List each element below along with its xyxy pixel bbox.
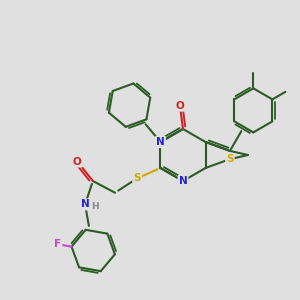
Text: N: N <box>156 137 165 147</box>
Text: F: F <box>54 239 61 249</box>
Text: S: S <box>133 173 141 183</box>
Text: N: N <box>178 176 188 186</box>
Text: S: S <box>226 154 234 164</box>
Text: O: O <box>176 100 184 111</box>
Text: N: N <box>81 200 89 209</box>
Text: O: O <box>73 157 82 166</box>
Text: H: H <box>91 202 99 211</box>
